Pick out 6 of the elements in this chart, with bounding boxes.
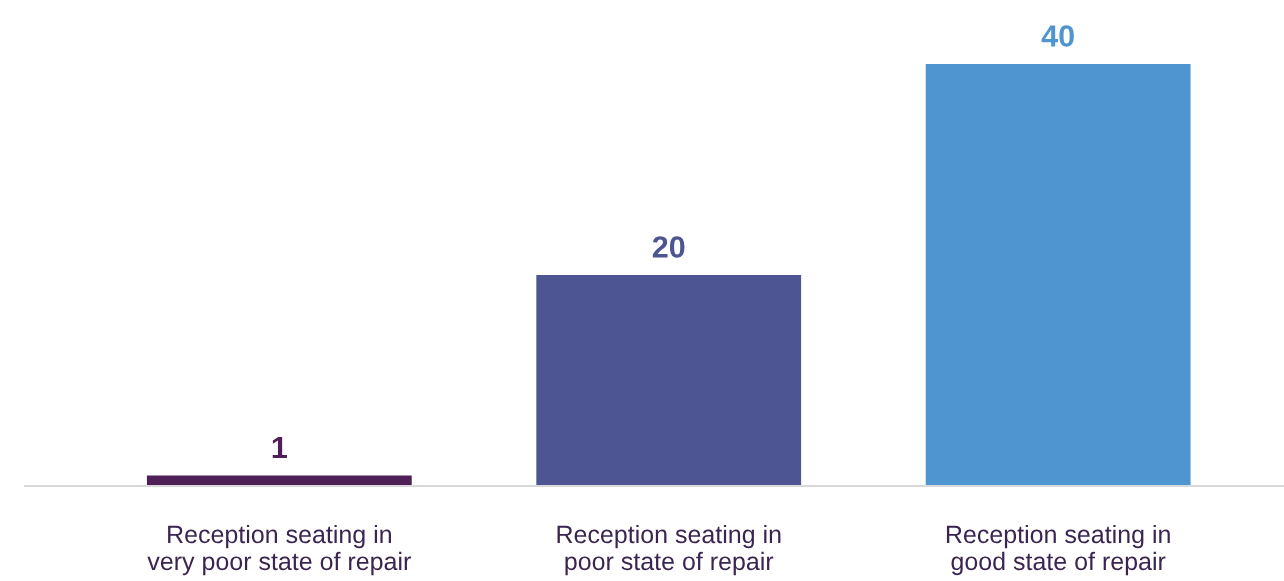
x-tick-label: Reception seating in good state of repair: [946, 524, 1170, 576]
data-label: 1: [272, 436, 287, 458]
x-tick-label: Reception seating in poor state of repair: [557, 524, 781, 576]
data-label: 20: [652, 236, 685, 258]
data-label: 40: [1041, 25, 1074, 47]
x-tick-label: Reception seating in very poor state of repair: [147, 524, 411, 576]
